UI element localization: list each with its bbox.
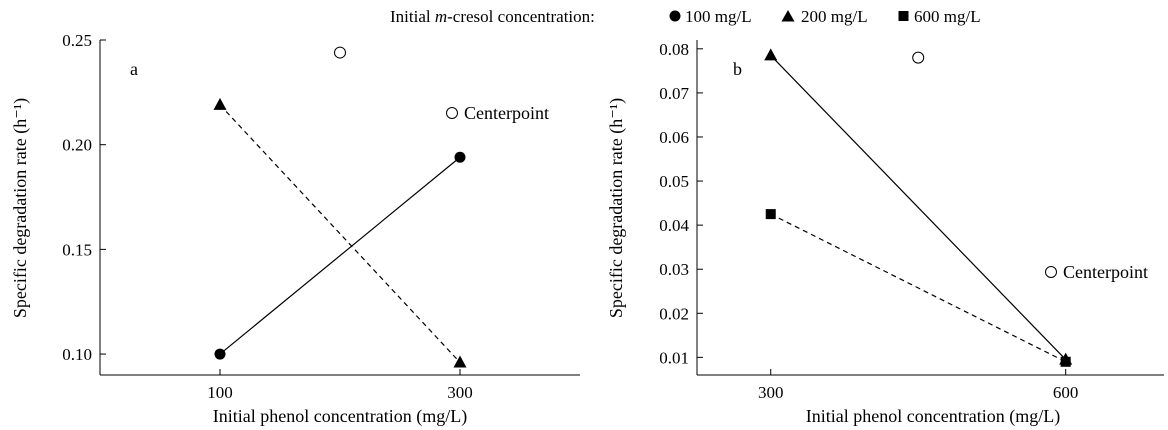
chart-panel-a: 0.10 0.15 0.20 0.25 100 300 Initial phenol con…	[10, 31, 580, 427]
y-axis-label: Specific degradation rate (h⁻¹)	[606, 98, 627, 318]
legend-label-100: 100 mg/L	[685, 7, 752, 26]
y-tick-label: 0.08	[659, 40, 689, 59]
legend-title: Initial m-cresol concentration:	[390, 7, 595, 26]
y-tick-label: 0.15	[62, 240, 92, 259]
data-point-square	[765, 209, 776, 220]
x-tick-label: 300	[447, 383, 473, 402]
x-tick-label: 300	[758, 383, 784, 402]
legend-label-600: 600 mg/L	[914, 7, 981, 26]
x-tick-label: 600	[1053, 383, 1079, 402]
x-tick-label: 100	[207, 383, 233, 402]
data-point-square	[1060, 356, 1071, 367]
centerpoint-label: Centerpoint	[464, 103, 549, 123]
data-point-triangle	[213, 97, 227, 110]
x-axis-label: Initial phenol concentration (mg/L)	[213, 406, 467, 427]
series-line	[219, 156, 461, 355]
y-tick-label: 0.01	[659, 348, 689, 367]
series-line	[219, 104, 461, 363]
centerpoint-legend-marker	[446, 107, 458, 119]
legend-circle-marker	[669, 10, 681, 22]
centerpoint-marker	[912, 51, 925, 64]
legend-triangle-marker	[781, 10, 795, 22]
y-tick-label: 0.05	[659, 172, 689, 191]
y-tick-label: 0.25	[62, 31, 92, 50]
data-point-triangle	[453, 355, 467, 368]
centerpoint-legend-marker	[1045, 266, 1057, 278]
panel-label: a	[130, 59, 138, 79]
centerpoint-label: Centerpoint	[1063, 262, 1148, 282]
y-tick-label: 0.20	[62, 136, 92, 155]
centerpoint-marker	[334, 46, 346, 59]
y-tick-label: 0.03	[659, 260, 689, 279]
legend: Initial m-cresol concentration: 100 mg/L…	[390, 7, 981, 26]
series-line	[770, 55, 1067, 360]
y-axis-label: Specific degradation rate (h⁻¹)	[10, 98, 31, 318]
data-point-circle	[454, 151, 466, 163]
y-tick-label: 0.02	[659, 304, 689, 323]
y-tick-label: 0.06	[659, 128, 689, 147]
panel-label: b	[733, 59, 742, 79]
series-line	[770, 213, 1066, 363]
data-point-circle	[214, 348, 226, 360]
y-tick-label: 0.04	[659, 216, 689, 235]
y-tick-label: 0.07	[659, 84, 689, 103]
legend-square-marker	[898, 11, 909, 21]
y-tick-label: 0.10	[62, 345, 92, 364]
chart-panel-b: 0.01 0.02 0.03 0.04 0.05 0.06 0.07 0.08 300 600 In…	[606, 40, 1164, 427]
data-point-triangle	[764, 48, 778, 61]
legend-label-200: 200 mg/L	[801, 7, 868, 26]
x-axis-label: Initial phenol concentration (mg/L)	[806, 406, 1060, 427]
